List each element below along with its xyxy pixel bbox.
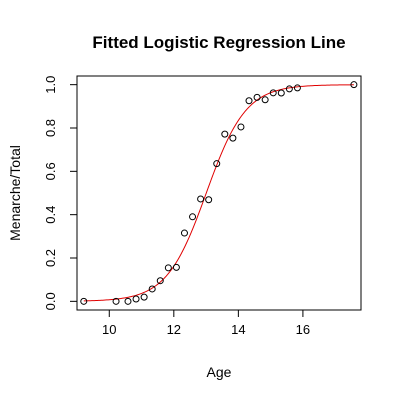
x-tick-label: 10: [102, 322, 116, 337]
data-point: [140, 293, 148, 301]
x-tick-label: 14: [231, 322, 245, 337]
data-point: [80, 297, 88, 305]
data-point: [197, 195, 205, 203]
data-point: [205, 196, 213, 204]
y-tick-label: 0.2: [43, 249, 58, 267]
x-tick-label: 16: [296, 322, 310, 337]
chart-title: Fitted Logistic Regression Line: [92, 33, 345, 52]
data-point: [277, 89, 285, 97]
data-point: [132, 295, 140, 303]
y-axis: 0.0 0.2 0.4 0.6 0.8 1.0: [43, 76, 77, 310]
data-point: [229, 134, 237, 142]
data-point: [245, 97, 253, 105]
data-point: [221, 130, 229, 138]
data-point: [285, 85, 293, 93]
data-point: [112, 297, 120, 305]
data-point: [261, 96, 269, 104]
data-point: [253, 93, 261, 101]
y-axis-label: Menarche/Total: [7, 145, 23, 241]
fitted-logistic-line: [83, 84, 354, 302]
data-point: [213, 160, 221, 168]
plot-area: [80, 81, 358, 305]
y-tick-label: 1.0: [43, 76, 58, 94]
data-point: [148, 285, 156, 293]
x-axis-label: Age: [207, 364, 232, 380]
data-point: [237, 123, 245, 131]
data-point: [293, 84, 301, 92]
data-point: [164, 264, 172, 272]
data-point: [172, 263, 180, 271]
data-point: [124, 297, 132, 305]
data-point: [189, 213, 197, 221]
data-point: [156, 277, 164, 285]
y-tick-label: 0.8: [43, 119, 58, 137]
plot-frame: [76, 75, 362, 311]
y-tick-label: 0.6: [43, 162, 58, 180]
data-point: [180, 229, 188, 237]
data-point: [269, 89, 277, 97]
y-tick-label: 0.4: [43, 206, 58, 224]
x-axis: 10 12 14 16: [102, 310, 310, 337]
y-tick-label: 0.0: [43, 292, 58, 310]
x-tick-label: 12: [167, 322, 181, 337]
data-point: [350, 81, 358, 89]
